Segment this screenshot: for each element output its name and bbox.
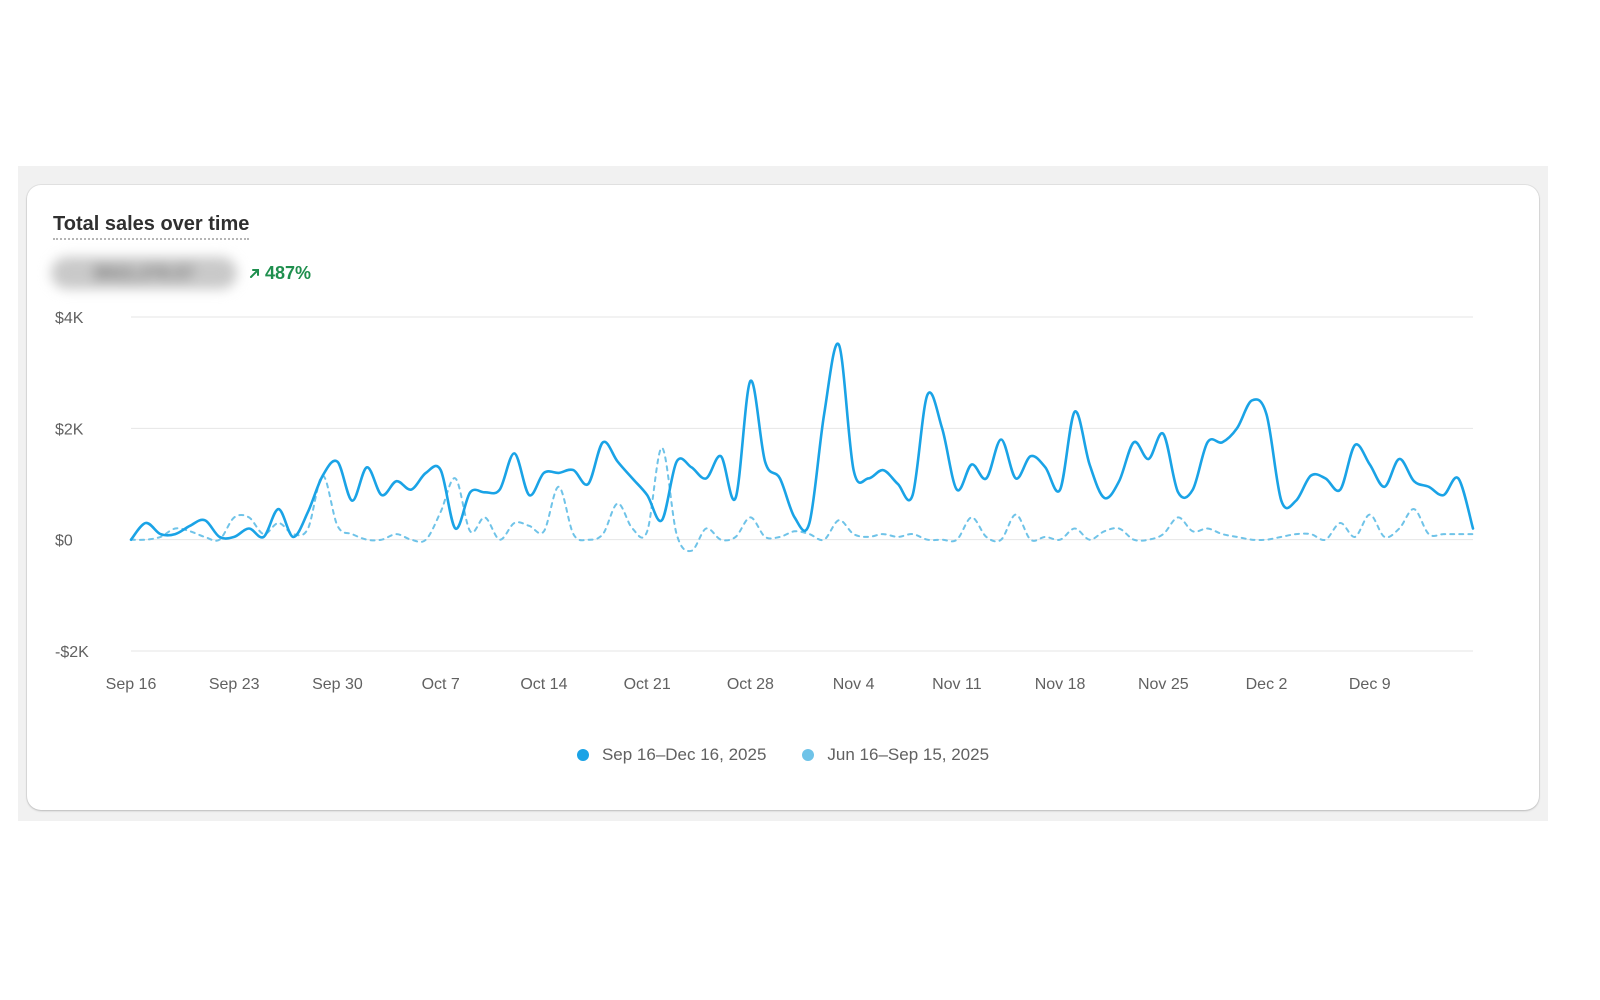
x-tick-label: Sep 30 [312,676,363,693]
x-axis: Sep 16 Sep 23 Sep 30 Oct 7 Oct 14 Oct 21 Oct 2… [106,676,1391,693]
x-tick-label: Sep 16 [106,676,157,693]
legend-item-current[interactable]: Sep 16–Dec 16, 2025 [576,745,767,765]
change-indicator: 487% [249,263,311,284]
sales-summary: $922,378.57 487% [51,255,311,291]
arrow-up-right-icon [250,269,259,278]
legend-dot-previous [802,749,815,761]
series-layer [129,342,1475,553]
x-tick-label: Nov 18 [1035,676,1086,693]
y-tick-label: -$2K [55,644,89,661]
x-tick-label: Oct 28 [727,676,774,693]
sales-chart-card: Total sales over time $922,378.57 487% $… [27,185,1539,810]
x-tick-label: Dec 9 [1349,676,1391,693]
x-tick-label: Nov 4 [833,676,875,693]
y-tick-label: $0 [55,533,73,550]
series-line-current[interactable] [129,342,1475,541]
sales-line-chart: $4K $2K $0 -$2K Sep 16 Sep 23 Sep 30 Oct 7 Oct … [55,310,1475,693]
y-tick-label: $4K [55,310,84,327]
chart-legend: Sep 16–Dec 16, 2025 Jun 16–Sep 15, 2025 [27,745,1539,765]
x-tick-label: Sep 23 [209,676,260,693]
grid-layer [131,316,1473,652]
total-sales-value: $922,378.57 [51,257,237,289]
legend-item-previous[interactable]: Jun 16–Sep 15, 2025 [802,745,989,765]
legend-label-previous: Jun 16–Sep 15, 2025 [827,745,990,764]
chart-title[interactable]: Total sales over time [53,213,250,240]
legend-dot-current [576,749,589,761]
y-axis: $4K $2K $0 -$2K [55,310,89,661]
change-percent: 487% [265,262,312,283]
x-tick-label: Nov 11 [932,676,982,693]
x-tick-label: Nov 25 [1138,676,1189,693]
x-tick-label: Oct 14 [520,676,567,693]
x-tick-label: Dec 2 [1246,676,1288,693]
series-line-previous[interactable] [130,446,1474,553]
legend-label-current: Sep 16–Dec 16, 2025 [601,745,767,764]
x-tick-label: Oct 7 [422,676,460,693]
y-tick-label: $2K [55,421,84,438]
x-tick-label: Oct 21 [624,676,671,693]
